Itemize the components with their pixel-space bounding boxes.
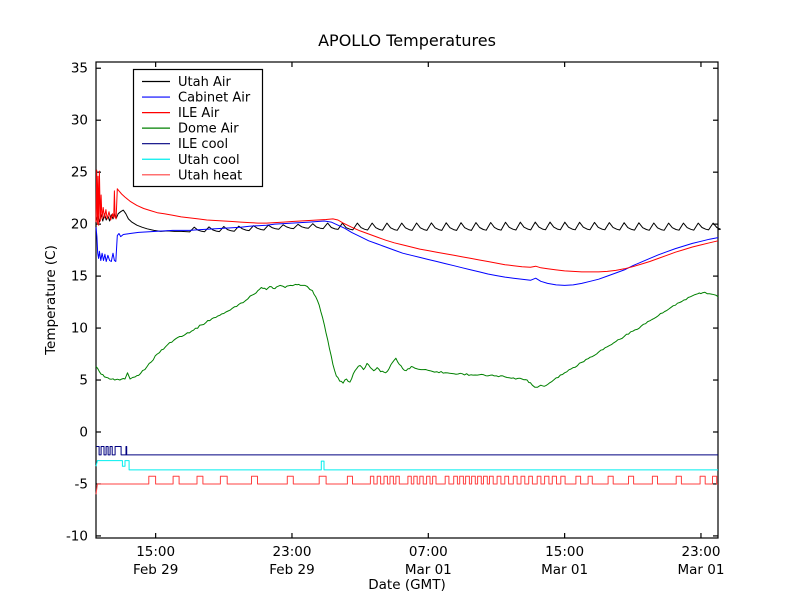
legend-label: ILE cool <box>178 137 228 152</box>
x-axis-label: Date (GMT) <box>368 577 445 593</box>
x-tick-date-label: Mar 01 <box>405 562 452 578</box>
y-tick-label: 20 <box>71 217 88 233</box>
x-tick-time-label: 15:00 <box>545 544 584 560</box>
series-line-utah-cool <box>95 460 718 471</box>
x-tick-date-label: Mar 01 <box>677 562 724 578</box>
x-tick-time-label: 07:00 <box>409 544 448 560</box>
y-tick-label: 5 <box>79 373 88 389</box>
y-tick-label: 10 <box>71 321 88 337</box>
series-line-utah-air <box>95 209 721 233</box>
x-tick-time-label: 15:00 <box>136 544 175 560</box>
x-tick-time-label: 23:00 <box>682 544 721 560</box>
y-tick-label: -5 <box>75 476 88 492</box>
y-tick-label: 35 <box>71 61 88 77</box>
x-tick-time-label: 23:00 <box>273 544 312 560</box>
legend-label: ILE Air <box>178 106 220 121</box>
y-tick-label: -10 <box>66 528 88 544</box>
series-line-ile-cool <box>96 446 718 456</box>
series-line-cabinet-air <box>95 220 719 286</box>
series-line-ile-air <box>95 169 719 273</box>
series-line-utah-heat <box>95 475 718 495</box>
series-line-dome-air <box>95 283 719 388</box>
legend-label: Utah heat <box>178 168 242 183</box>
legend-label: Cabinet Air <box>178 91 251 106</box>
legend-label: Utah cool <box>178 153 240 168</box>
y-axis-label: Temperature (C) <box>43 245 59 356</box>
legend-label: Dome Air <box>178 122 239 137</box>
y-tick-label: 25 <box>71 165 88 181</box>
y-tick-label: 15 <box>71 269 88 285</box>
x-tick-date-label: Feb 29 <box>269 562 314 578</box>
plot-dynamic-content: 15:00 Feb 29 23:00 Feb 29 07:00 Mar 01 15:00 Ma… <box>66 61 724 578</box>
chart-title: APOLLO Temperatures <box>318 31 496 50</box>
y-tick-label: 0 <box>79 424 88 440</box>
legend-label: Utah Air <box>178 75 231 90</box>
x-tick-date-label: Feb 29 <box>133 562 178 578</box>
y-tick-label: 30 <box>71 113 88 129</box>
x-tick-date-label: Mar 01 <box>541 562 588 578</box>
axes-frame <box>95 61 719 539</box>
